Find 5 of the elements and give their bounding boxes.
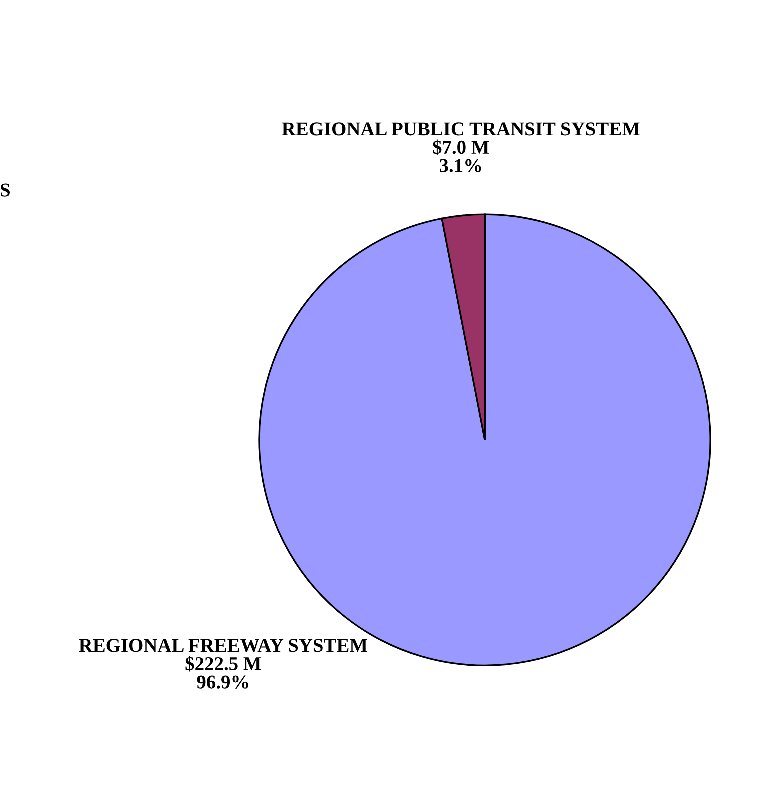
data-label: $7.0 M 3.1% xyxy=(433,140,490,172)
text: S xyxy=(1,184,10,197)
slice-label: REGIONAL PUBLIC TRANSIT SYSTEM xyxy=(282,122,640,136)
slice-label: REGIONAL FREEWAY SYSTEM xyxy=(79,639,368,652)
data-label: $222.5 M 96.9% xyxy=(186,656,262,689)
